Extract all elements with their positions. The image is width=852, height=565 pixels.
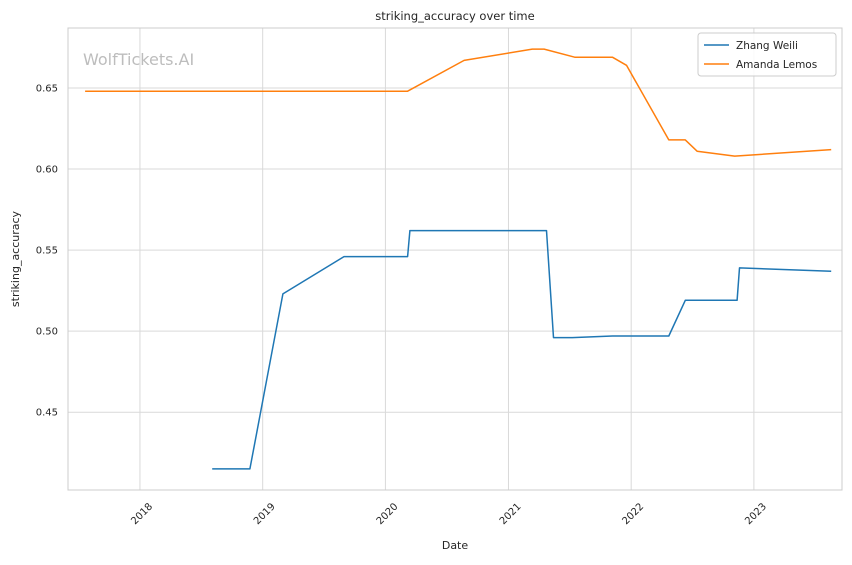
series-line-zhang-weili [212,229,832,470]
series-layer [85,48,832,470]
y-tick-label: 0.55 [36,246,58,257]
legend-label-zhang-weili: Zhang Weili [736,40,798,52]
y-tick-label: 0.60 [36,165,58,176]
chart-title: striking_accuracy over time [375,9,534,23]
x-axis-label: Date [442,539,469,552]
grid-layer [68,28,842,490]
legend: Zhang Weili Amanda Lemos [697,32,837,77]
y-axis-label: striking_accuracy [9,210,22,307]
plot-frame [67,27,843,491]
y-tick-label: 0.65 [36,83,58,94]
y-tick-label: 0.45 [36,408,58,419]
legend-box [697,32,837,77]
watermark-text: WolfTickets.AI [83,50,194,69]
series-line-amanda-lemos [85,48,832,157]
legend-label-amanda-lemos: Amanda Lemos [736,59,817,71]
y-tick-label: 0.50 [36,327,58,338]
